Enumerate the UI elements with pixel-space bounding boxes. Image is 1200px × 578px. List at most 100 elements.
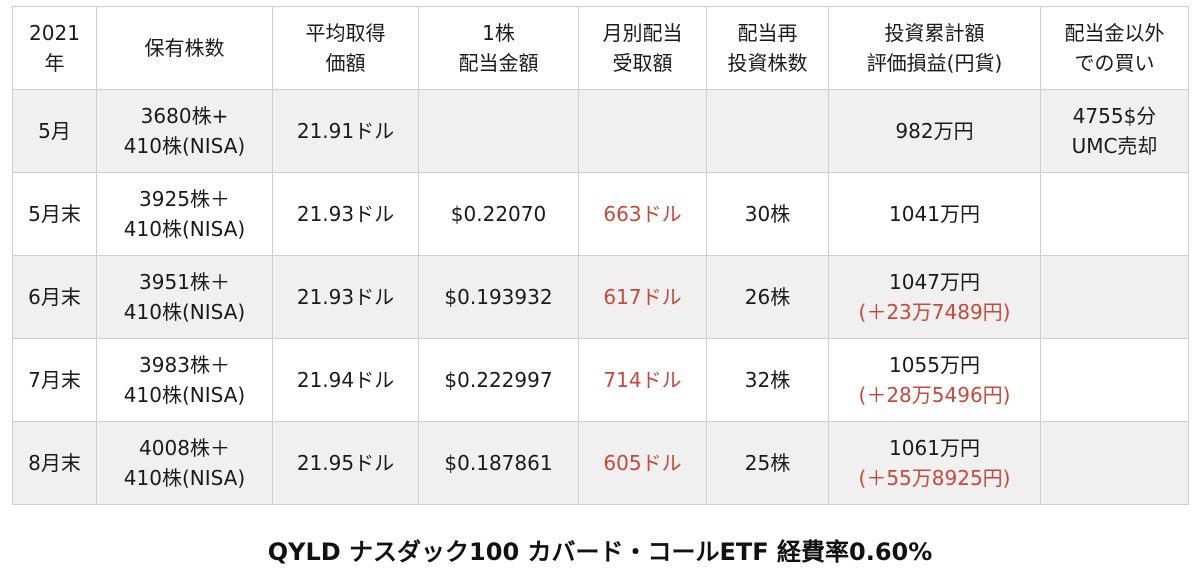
monthly-dividend-text: 663ドル (603, 202, 682, 226)
dividend-per-share-cell (418, 89, 579, 173)
avg-cost-text: 21.95ドル (296, 451, 395, 475)
investment-total-text: 1061万円 (889, 436, 980, 460)
avg-cost-text: 21.93ドル (296, 202, 395, 226)
other-buys-cell (1040, 421, 1189, 505)
investment-total-text: 1055万円 (889, 353, 980, 377)
header-text: 投資累計額 (884, 21, 985, 45)
shares-text: 3983株＋ (139, 353, 230, 377)
header-text: 価額 (325, 51, 366, 75)
header-cell-avg-cost: 平均取得 価額 (272, 6, 419, 90)
reinvest-shares-text: 30株 (744, 202, 791, 226)
dividend-per-share-text: $0.193932 (444, 285, 553, 309)
dividend-per-share-cell: $0.187861 (418, 421, 579, 505)
avg-cost-text: 21.91ドル (296, 119, 395, 143)
header-text: 1株 (482, 21, 515, 45)
month-cell: 5月 (12, 89, 97, 173)
shares-nisa-text: 410株(NISA) (123, 217, 246, 241)
header-cell-other-buys: 配当金以外 での買い (1040, 6, 1189, 90)
investment-total-cell: 982万円 (828, 89, 1041, 173)
shares-cell: 3983株＋ 410株(NISA) (96, 338, 273, 422)
month-cell: 7月末 (12, 338, 97, 422)
shares-text: 3925株＋ (139, 187, 230, 211)
month-text: 5月末 (28, 202, 81, 226)
reinvest-shares-text: 26株 (744, 285, 791, 309)
shares-cell: 3680株+ 410株(NISA) (96, 89, 273, 173)
investment-total-text: 982万円 (895, 119, 974, 143)
avg-cost-cell: 21.94ドル (272, 338, 419, 422)
avg-cost-cell: 21.93ドル (272, 172, 419, 256)
header-text: 配当金以外 (1064, 21, 1165, 45)
dividend-per-share-text: $0.187861 (444, 451, 553, 475)
shares-text: 3680株+ (140, 104, 229, 128)
dividend-table: 2021 年 保有株数 平均取得 価額 1株 配当金額 月別配当 受取額 配当再… (12, 6, 1189, 505)
header-text: 評価損益(円貨) (866, 51, 1003, 75)
header-text: 配当再 (737, 21, 798, 45)
shares-cell: 4008株＋ 410株(NISA) (96, 421, 273, 505)
shares-text: 3951株＋ (139, 270, 230, 294)
valuation-pl-text: (＋23万7489円) (858, 300, 1011, 324)
investment-total-cell: 1047万円 (＋23万7489円) (828, 255, 1041, 339)
reinvest-shares-cell: 30株 (706, 172, 829, 256)
month-text: 7月末 (28, 368, 81, 392)
table-caption: QYLD ナスダック100 カバード・コールETF 経費率0.60% (267, 538, 933, 566)
header-text: 保有株数 (144, 36, 225, 60)
reinvest-shares-cell: 26株 (706, 255, 829, 339)
month-text: 8月末 (28, 451, 81, 475)
avg-cost-text: 21.93ドル (296, 285, 395, 309)
monthly-dividend-text: 605ドル (603, 451, 682, 475)
avg-cost-text: 21.94ドル (296, 368, 395, 392)
dividend-per-share-text: $0.22070 (450, 202, 547, 226)
shares-nisa-text: 410株(NISA) (123, 300, 246, 324)
dividend-per-share-cell: $0.22070 (418, 172, 579, 256)
month-cell: 6月末 (12, 255, 97, 339)
other-buys-text: 4755$分 (1072, 104, 1157, 128)
avg-cost-cell: 21.95ドル (272, 421, 419, 505)
header-text: 投資株数 (727, 51, 808, 75)
header-text: 年 (44, 51, 65, 75)
monthly-dividend-text: 714ドル (603, 368, 682, 392)
table-row: 6月末 3951株＋ 410株(NISA) 21.93ドル $0.193932 … (12, 255, 1189, 339)
reinvest-shares-text: 32株 (744, 368, 791, 392)
valuation-pl-text: (＋55万8925円) (858, 466, 1011, 490)
table-row: 5月末 3925株＋ 410株(NISA) 21.93ドル $0.22070 6… (12, 172, 1189, 256)
other-buys-cell (1040, 338, 1189, 422)
investment-total-cell: 1041万円 (828, 172, 1041, 256)
header-cell-dividend-per-share: 1株 配当金額 (418, 6, 579, 90)
investment-total-text: 1047万円 (889, 270, 980, 294)
header-text: 2021 (29, 21, 80, 45)
reinvest-shares-cell: 25株 (706, 421, 829, 505)
avg-cost-cell: 21.91ドル (272, 89, 419, 173)
monthly-dividend-cell (578, 89, 707, 173)
dividend-per-share-cell: $0.222997 (418, 338, 579, 422)
shares-text: 4008株＋ (139, 436, 230, 460)
monthly-dividend-cell: 714ドル (578, 338, 707, 422)
header-cell-shares: 保有株数 (96, 6, 273, 90)
header-cell-year: 2021 年 (12, 6, 97, 90)
shares-cell: 3925株＋ 410株(NISA) (96, 172, 273, 256)
header-text: 月別配当 (602, 21, 683, 45)
other-buys-text: UMC売却 (1071, 134, 1158, 158)
shares-nisa-text: 410株(NISA) (123, 134, 246, 158)
avg-cost-cell: 21.93ドル (272, 255, 419, 339)
other-buys-cell (1040, 172, 1189, 256)
header-row: 2021 年 保有株数 平均取得 価額 1株 配当金額 月別配当 受取額 配当再… (12, 6, 1189, 90)
shares-nisa-text: 410株(NISA) (123, 466, 246, 490)
dividend-per-share-cell: $0.193932 (418, 255, 579, 339)
header-text: 受取額 (612, 51, 673, 75)
table-row: 5月 3680株+ 410株(NISA) 21.91ドル 982万円 4755$… (12, 89, 1189, 173)
shares-nisa-text: 410株(NISA) (123, 383, 246, 407)
header-text: 配当金額 (458, 51, 539, 75)
header-text: 平均取得 (305, 21, 386, 45)
month-cell: 5月末 (12, 172, 97, 256)
header-cell-reinvest-shares: 配当再 投資株数 (706, 6, 829, 90)
reinvest-shares-cell: 32株 (706, 338, 829, 422)
header-text: での買い (1074, 51, 1155, 75)
header-cell-investment-total: 投資累計額 評価損益(円貨) (828, 6, 1041, 90)
month-text: 5月 (38, 119, 71, 143)
shares-cell: 3951株＋ 410株(NISA) (96, 255, 273, 339)
investment-total-cell: 1061万円 (＋55万8925円) (828, 421, 1041, 505)
other-buys-cell: 4755$分 UMC売却 (1040, 89, 1189, 173)
investment-total-cell: 1055万円 (＋28万5496円) (828, 338, 1041, 422)
table-row: 7月末 3983株＋ 410株(NISA) 21.94ドル $0.222997 … (12, 338, 1189, 422)
other-buys-cell (1040, 255, 1189, 339)
